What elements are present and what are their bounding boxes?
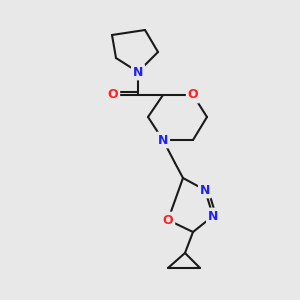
Text: O: O bbox=[188, 88, 198, 101]
Text: N: N bbox=[133, 65, 143, 79]
Text: O: O bbox=[108, 88, 118, 101]
Text: N: N bbox=[208, 209, 218, 223]
Text: N: N bbox=[200, 184, 210, 196]
Text: O: O bbox=[163, 214, 173, 226]
Text: N: N bbox=[158, 134, 168, 146]
